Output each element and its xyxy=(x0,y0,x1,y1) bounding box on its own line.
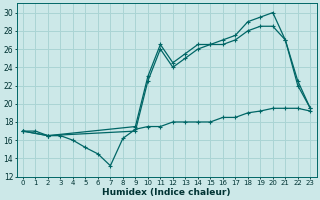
X-axis label: Humidex (Indice chaleur): Humidex (Indice chaleur) xyxy=(102,188,231,197)
